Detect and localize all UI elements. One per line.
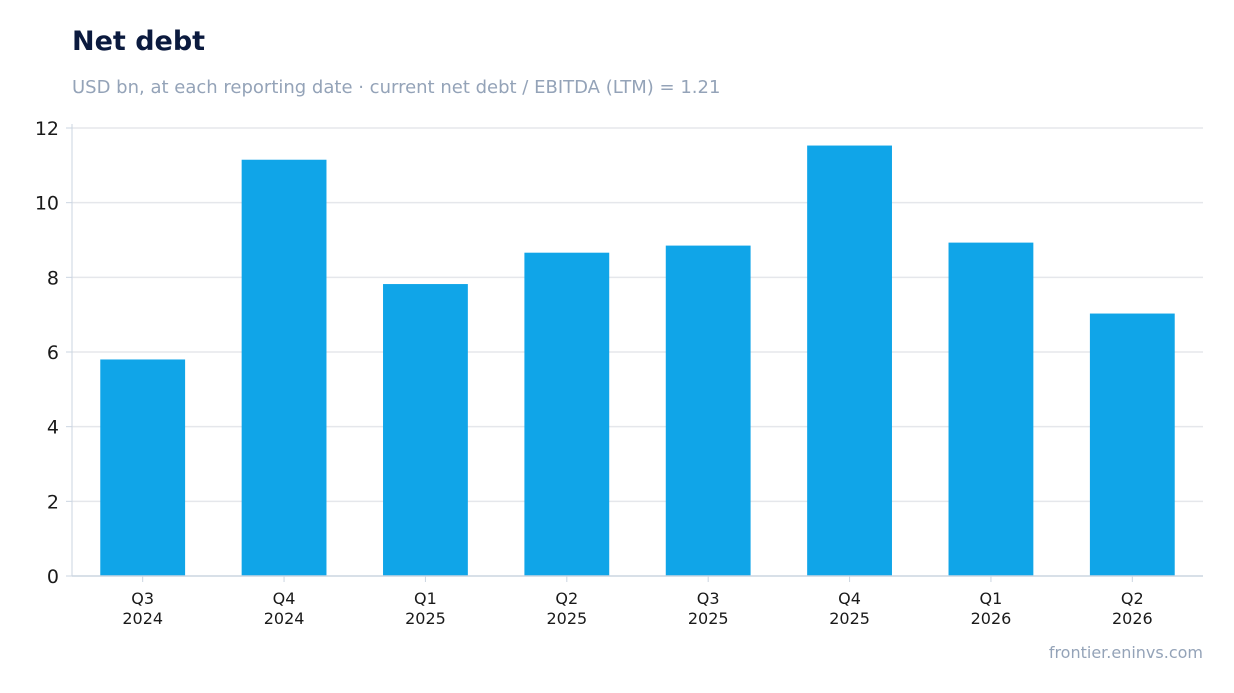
x-tick-label-year: 2025	[546, 609, 587, 628]
x-tick-label-quarter: Q4	[273, 589, 296, 608]
x-tick-label-quarter: Q4	[838, 589, 861, 608]
x-tick-label-year: 2025	[688, 609, 729, 628]
y-tick-label: 2	[47, 491, 59, 513]
bar	[948, 242, 1034, 576]
x-tick-label-quarter: Q3	[697, 589, 720, 608]
bar	[241, 159, 327, 576]
x-tick-label-year: 2025	[829, 609, 870, 628]
x-tick-label-quarter: Q2	[1121, 589, 1144, 608]
x-tick-label-year: 2025	[405, 609, 446, 628]
x-tick-label-quarter: Q3	[131, 589, 154, 608]
x-tick-label-year: 2026	[1112, 609, 1153, 628]
bar	[1089, 313, 1175, 576]
chart-subtitle: USD bn, at each reporting date · current…	[72, 77, 721, 98]
y-axis-ticks: 0 2 4 6 8 10 12	[35, 118, 72, 588]
axes	[71, 124, 1203, 577]
y-tick-label: 4	[47, 417, 59, 439]
x-tick-label-year: 2024	[122, 609, 163, 628]
y-tick-label: 10	[35, 193, 59, 215]
bar	[807, 145, 892, 576]
x-tick-label-quarter: Q1	[414, 589, 437, 608]
source-footer: frontier.eninvs.com	[1048, 643, 1203, 662]
y-tick-label: 8	[47, 267, 59, 289]
x-tick-label-year: 2024	[264, 609, 305, 628]
bar	[383, 284, 468, 576]
x-axis-ticks: Q32024Q42024Q12025Q22025Q32025Q42025Q120…	[122, 576, 1153, 628]
x-tick-label-quarter: Q1	[980, 589, 1003, 608]
bar	[100, 359, 186, 576]
y-tick-label: 6	[47, 342, 59, 364]
y-tick-label: 0	[47, 566, 59, 588]
bar	[665, 245, 751, 576]
x-tick-label-quarter: Q2	[555, 589, 578, 608]
chart-title: Net debt	[72, 26, 206, 57]
y-tick-label: 12	[35, 118, 59, 140]
bars	[100, 145, 1175, 576]
bar	[524, 252, 610, 576]
x-tick-label-year: 2026	[971, 609, 1012, 628]
